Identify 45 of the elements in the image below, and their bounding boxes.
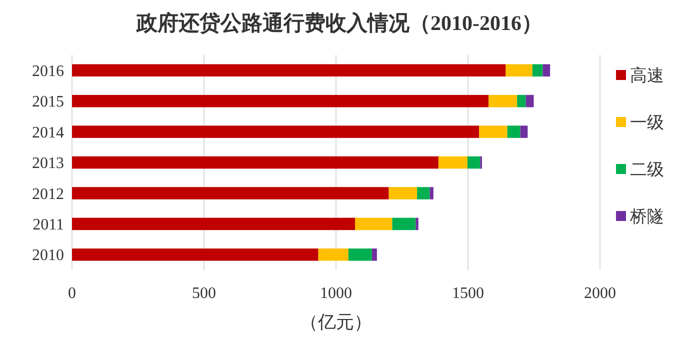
bar [355, 218, 392, 230]
bar [72, 64, 506, 76]
x-axis-title: （亿元） [300, 312, 372, 332]
bar [72, 126, 480, 138]
bar [388, 187, 418, 200]
bar [467, 156, 480, 169]
y-tick-label: 2010 [32, 247, 64, 264]
bar [520, 126, 528, 138]
y-tick-label: 2014 [32, 124, 64, 142]
chart-title: 政府还贷公路通行费收入情况（2010-2016） [136, 11, 542, 35]
x-tick-label: 500 [192, 285, 216, 302]
bar [72, 218, 356, 230]
x-tick-label: 2000 [584, 285, 616, 302]
bar [392, 218, 416, 230]
bar [348, 248, 372, 261]
y-tick-label: 2016 [32, 62, 64, 80]
bar [417, 187, 430, 200]
y-tick-label: 2012 [32, 186, 64, 203]
bar [532, 64, 543, 76]
bar [72, 187, 389, 200]
bar [72, 248, 318, 261]
legend-label: 二级 [630, 160, 664, 180]
bar [488, 94, 518, 108]
bar [507, 126, 520, 138]
bar [526, 94, 534, 108]
bar [72, 156, 438, 169]
bar [72, 94, 489, 108]
y-tick-label: 2011 [32, 216, 64, 234]
bar [438, 156, 468, 169]
bar [517, 94, 526, 108]
legend-label: 桥隧 [629, 206, 664, 227]
bar [542, 64, 550, 76]
bar [416, 218, 418, 230]
legend-label: 高速 [630, 66, 664, 86]
x-tick-label: 0 [68, 285, 76, 302]
x-tick-label: 1500 [452, 285, 484, 302]
x-tick-label: 1000 [320, 285, 352, 302]
bar [430, 187, 434, 200]
bar [479, 126, 508, 138]
y-tick-label: 2013 [32, 155, 64, 172]
bar [506, 64, 532, 76]
y-tick-label: 2015 [32, 94, 64, 111]
bar [318, 248, 348, 261]
legend-label: 一级 [630, 112, 664, 133]
bar [372, 248, 377, 261]
